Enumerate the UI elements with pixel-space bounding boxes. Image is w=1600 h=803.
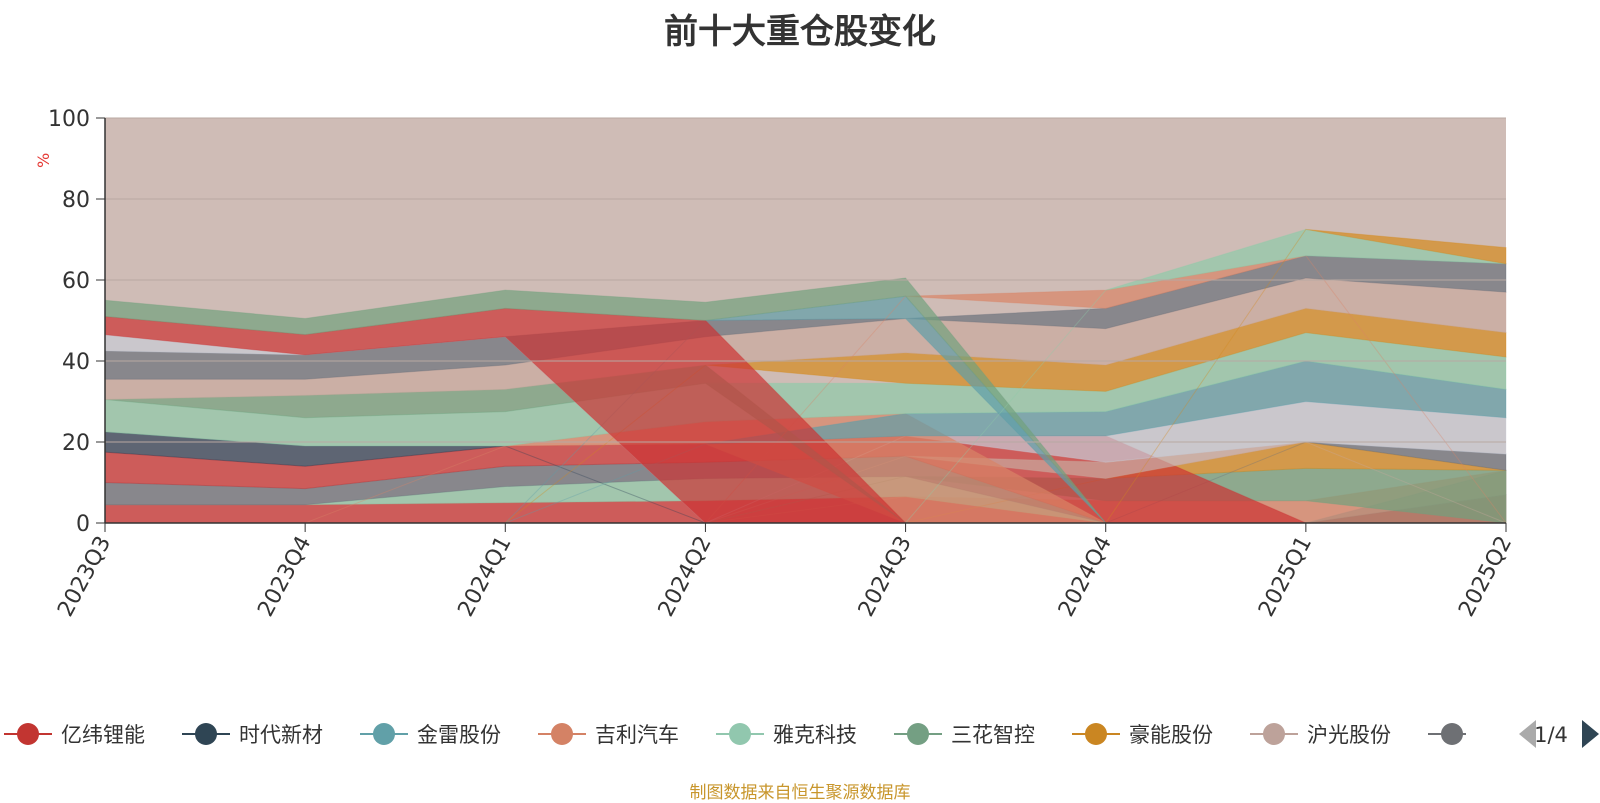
legend-item[interactable]: 雅克科技	[716, 723, 857, 747]
legend-marker-icon	[1441, 723, 1463, 745]
area-bands	[104, 118, 1507, 524]
x-tick-label: 2023Q3	[53, 532, 116, 621]
y-tick-label: 80	[62, 188, 90, 213]
x-tick-label: 2024Q3	[854, 532, 917, 621]
legend-label: 三花智控	[951, 723, 1035, 747]
area-band-7	[104, 441, 1507, 524]
y-tick-label: 60	[62, 269, 90, 294]
legend-marker-icon	[551, 723, 573, 745]
y-tick-label: 100	[48, 107, 90, 132]
legend-label: 雅克科技	[773, 723, 857, 747]
chart-title: 前十大重仓股变化	[664, 12, 936, 52]
legend-item[interactable]: 沪光股份	[1250, 723, 1391, 747]
legend-label: 金雷股份	[417, 723, 501, 747]
y-tick-label: 20	[62, 431, 90, 456]
triangle-right-icon[interactable]	[1582, 720, 1599, 748]
legend-marker-icon	[1263, 723, 1285, 745]
x-tick-label: 2024Q2	[654, 532, 717, 621]
legend-marker-icon	[17, 723, 39, 745]
legend-label: 豪能股份	[1129, 723, 1213, 747]
x-tick-label: 2025Q1	[1254, 532, 1317, 621]
area-band-16	[105, 307, 1507, 524]
x-tick-label: 2023Q4	[253, 532, 316, 621]
legend-marker-icon	[729, 723, 751, 745]
area-band-13	[105, 360, 1507, 524]
y-tick-label: 40	[62, 350, 90, 375]
legend-item[interactable]: 亿纬锂能	[4, 723, 145, 747]
legend-marker-icon	[373, 723, 395, 745]
legend-label: 吉利汽车	[595, 723, 679, 747]
legend-marker-icon	[195, 723, 217, 745]
legend-item[interactable]: 金雷股份	[360, 723, 501, 747]
y-axis-unit: %	[34, 153, 53, 168]
legend-label: 沪光股份	[1307, 723, 1391, 747]
legend-page-indicator: 1/4	[1534, 723, 1568, 747]
x-tick-label: 2024Q4	[1054, 532, 1117, 621]
legend-label: 时代新材	[239, 723, 323, 747]
legend-marker-icon	[1085, 723, 1107, 745]
legend-marker-icon	[907, 723, 929, 745]
source-note: 制图数据来自恒生聚源数据库	[689, 783, 911, 803]
legend-label: 亿纬锂能	[61, 723, 145, 747]
legend-item[interactable]: 时代新材	[182, 723, 323, 747]
legend-item[interactable]: 吉利汽车	[538, 723, 679, 747]
x-tick-label: 2024Q1	[454, 532, 517, 621]
triangle-left-icon[interactable]	[1519, 720, 1536, 748]
x-tick-label: 2025Q2	[1454, 532, 1517, 621]
area-band-20	[105, 295, 1506, 524]
y-tick-label: 0	[76, 512, 90, 537]
legend[interactable]: 亿纬锂能时代新材金雷股份吉利汽车雅克科技三花智控豪能股份沪光股份通1/4	[4, 710, 1600, 760]
legend-item[interactable]: 三花智控	[894, 723, 1035, 747]
legend-item[interactable]: 豪能股份	[1072, 723, 1213, 747]
